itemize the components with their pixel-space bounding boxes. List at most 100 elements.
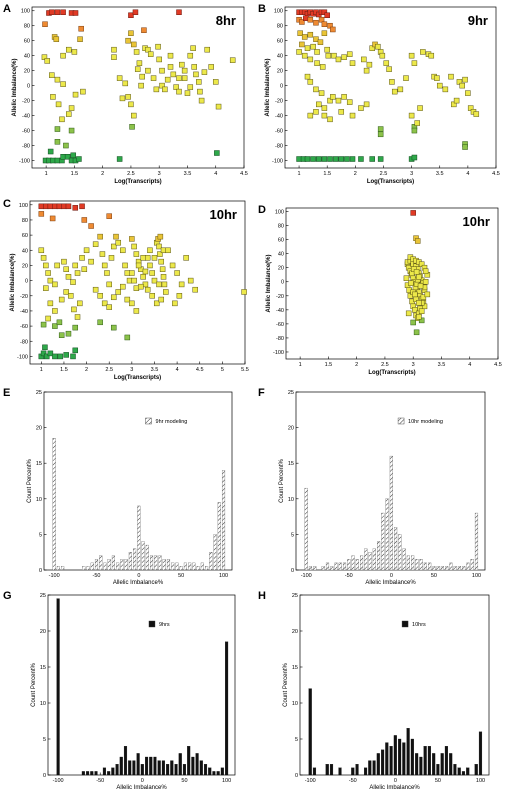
histogram-bar — [86, 771, 90, 776]
y-tick-label: 60 — [277, 39, 283, 45]
data-point — [304, 156, 311, 162]
data-point — [43, 353, 50, 360]
data-point — [349, 60, 356, 66]
data-point — [60, 154, 66, 160]
panel-title: 10hr — [463, 214, 490, 229]
x-tick-label: 3 — [412, 362, 415, 368]
data-point — [316, 101, 322, 108]
data-point — [299, 19, 305, 25]
data-point — [78, 25, 84, 32]
panel-e: E 0 5 10 15 20 25 -100 -50 0 50 100 Allelic Imbalanc… — [3, 387, 233, 586]
data-point — [416, 274, 422, 280]
data-point — [128, 12, 134, 18]
histogram-bar — [470, 559, 474, 571]
data-point — [156, 281, 162, 288]
x-tick-label: 2 — [355, 362, 358, 368]
x-tick-label: 1.5 — [60, 367, 68, 373]
data-point — [147, 51, 154, 57]
data-point — [313, 109, 319, 115]
data-point — [178, 281, 185, 288]
y-tick-label: -60 — [20, 324, 28, 330]
data-point — [319, 64, 326, 70]
data-point — [116, 156, 123, 162]
data-point — [129, 124, 135, 130]
histogram-bar — [128, 552, 132, 571]
data-point — [54, 262, 60, 269]
data-point — [83, 247, 90, 254]
histogram-bar — [187, 746, 191, 776]
histogram-bar — [423, 562, 427, 571]
data-point — [44, 58, 51, 64]
histogram-bar — [115, 764, 119, 776]
plot-frame — [47, 594, 236, 776]
data-point — [129, 236, 135, 242]
data-point — [122, 262, 128, 269]
histogram-bar — [389, 746, 393, 776]
data-point — [467, 105, 474, 111]
data-point — [310, 156, 316, 162]
histogram-bar — [419, 559, 423, 571]
data-point — [144, 255, 151, 261]
histogram-bar — [153, 756, 157, 776]
data-point — [71, 306, 77, 313]
data-point — [120, 247, 126, 254]
y-tick-label: -40 — [276, 308, 284, 314]
data-point — [140, 274, 146, 280]
x-tick-label: -100 — [53, 778, 64, 784]
data-point — [49, 72, 55, 78]
data-point — [77, 36, 83, 42]
data-point — [159, 82, 165, 89]
data-point — [106, 281, 112, 288]
data-point — [344, 156, 350, 162]
histogram-bar — [178, 753, 182, 776]
y-tick-label: 10 — [288, 497, 294, 503]
y-tick-label: 0 — [280, 84, 283, 90]
histogram-bar — [398, 738, 402, 776]
histogram-bar — [116, 562, 120, 571]
x-tick-label: 1 — [45, 171, 48, 177]
data-point — [335, 97, 342, 104]
data-point — [153, 300, 160, 307]
x-tick-label: 2.5 — [380, 171, 388, 177]
data-point — [104, 270, 110, 276]
data-point — [321, 156, 328, 162]
histogram-bar — [449, 753, 453, 776]
x-tick-label: 4 — [176, 367, 179, 373]
data-point — [408, 280, 414, 286]
data-point — [145, 67, 151, 74]
data-point — [47, 203, 54, 210]
data-point — [79, 203, 85, 210]
data-point — [153, 86, 160, 93]
panel-letter: H — [258, 590, 266, 602]
data-point — [170, 71, 177, 78]
histogram-bar — [162, 559, 166, 571]
histogram-bar — [351, 767, 355, 776]
data-point — [358, 156, 364, 162]
histogram-bar — [107, 771, 111, 776]
histogram-bar — [90, 562, 94, 571]
data-point — [310, 43, 316, 50]
data-point — [76, 156, 82, 162]
data-point — [321, 30, 328, 36]
histogram-bar — [196, 566, 200, 571]
data-point — [101, 300, 108, 307]
data-point — [167, 64, 174, 70]
y-tick-label: 20 — [36, 426, 42, 432]
x-tick-label: 1 — [299, 362, 302, 368]
data-point — [151, 255, 158, 261]
data-point — [413, 269, 420, 275]
histogram-bar — [157, 760, 161, 776]
x-axis-label: Allelic Imbalance% — [369, 785, 420, 791]
data-point — [125, 94, 131, 100]
data-point — [179, 61, 185, 68]
histogram-bar — [208, 767, 212, 776]
x-tick-label: 2 — [101, 171, 104, 177]
data-point — [110, 243, 117, 250]
data-point — [181, 75, 188, 81]
data-point — [65, 330, 72, 337]
data-point — [325, 52, 332, 59]
data-point — [52, 281, 58, 288]
data-point — [198, 97, 205, 104]
data-point — [54, 157, 61, 164]
histogram-bar — [313, 566, 317, 571]
